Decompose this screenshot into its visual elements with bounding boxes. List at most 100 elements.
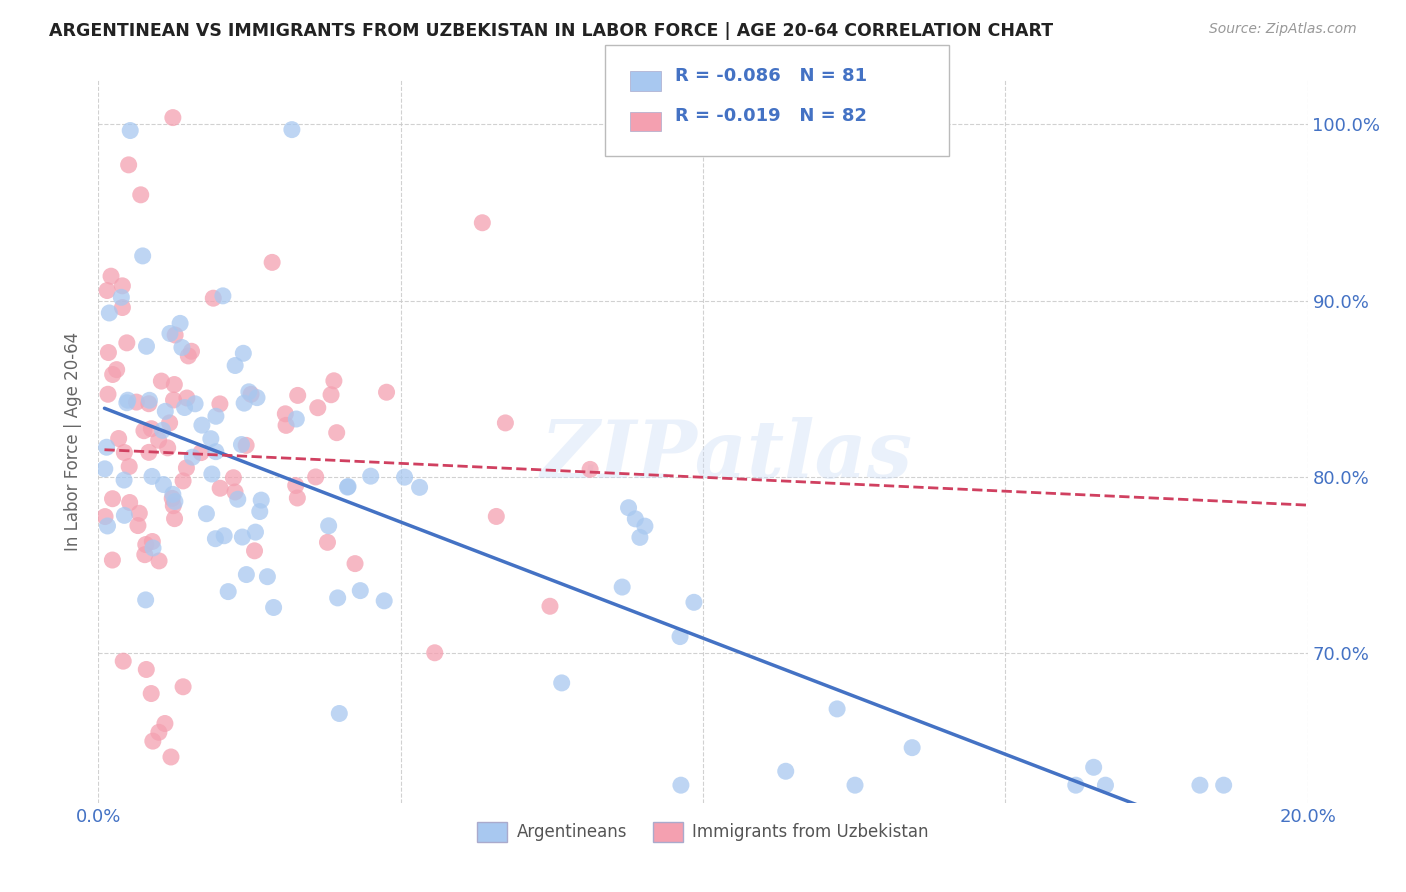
Point (683, 595, 706, 609)
Point (163, 511, 186, 525)
Point (173, 401, 195, 415)
Point (135, 339, 157, 353)
Point (375, 385, 398, 400)
Point (162, 487, 184, 501)
Point (246, 391, 269, 405)
Point (156, 441, 179, 455)
Point (150, 374, 173, 388)
Point (115, 396, 138, 410)
Point (131, 249, 153, 263)
Text: R = -0.019   N = 82: R = -0.019 N = 82 (675, 107, 868, 125)
Point (238, 384, 260, 399)
Point (262, 255, 284, 269)
Point (579, 462, 602, 476)
Point (101, 368, 124, 382)
Point (177, 349, 200, 363)
Point (96, 440, 118, 454)
Point (1188, 778, 1211, 792)
Point (141, 687, 163, 701)
Point (550, 676, 572, 690)
Point (181, 450, 204, 465)
Point (471, 216, 494, 230)
Point (212, 529, 235, 543)
Point (153, 716, 176, 731)
Point (191, 418, 214, 433)
Point (1094, 778, 1116, 792)
Point (94, 462, 117, 476)
Y-axis label: In Labor Force | Age 20-64: In Labor Force | Age 20-64 (65, 332, 83, 551)
Point (138, 445, 160, 459)
Point (494, 416, 516, 430)
Point (134, 548, 156, 562)
Point (669, 778, 692, 792)
Point (169, 317, 191, 331)
Point (232, 346, 254, 360)
Point (115, 335, 138, 350)
Point (224, 359, 246, 373)
Point (285, 491, 308, 505)
Point (344, 557, 367, 571)
Point (325, 425, 347, 440)
Point (322, 374, 344, 388)
Point (328, 706, 350, 721)
Point (538, 599, 561, 614)
Point (112, 473, 135, 487)
Point (111, 301, 134, 315)
Point (162, 111, 184, 125)
Point (263, 600, 285, 615)
Point (107, 432, 129, 446)
Point (901, 740, 924, 755)
Point (360, 469, 382, 483)
Point (97, 387, 120, 401)
Point (105, 362, 128, 376)
Point (118, 495, 141, 509)
Point (200, 432, 222, 446)
Point (235, 567, 257, 582)
Point (202, 291, 225, 305)
Text: ZIPatlas: ZIPatlas (541, 417, 914, 495)
Point (148, 725, 170, 739)
Point (127, 518, 149, 533)
Point (212, 289, 235, 303)
Point (129, 187, 152, 202)
Point (160, 491, 183, 506)
Point (96, 284, 118, 298)
Legend: Argentineans, Immigrants from Uzbekistan: Argentineans, Immigrants from Uzbekistan (471, 815, 935, 848)
Point (184, 397, 207, 411)
Point (337, 479, 360, 493)
Point (274, 418, 297, 433)
Point (120, 123, 142, 137)
Point (326, 591, 349, 605)
Point (226, 492, 249, 507)
Point (233, 396, 256, 410)
Point (163, 377, 186, 392)
Point (152, 477, 174, 491)
Point (100, 269, 122, 284)
Point (190, 445, 212, 459)
Point (148, 554, 170, 568)
Point (132, 424, 155, 438)
Point (669, 630, 692, 644)
Point (112, 445, 135, 459)
Point (138, 397, 160, 411)
Point (423, 646, 446, 660)
Point (319, 388, 342, 402)
Point (165, 328, 187, 343)
Point (256, 569, 278, 583)
Point (1083, 760, 1105, 774)
Point (336, 480, 359, 494)
Point (152, 423, 174, 437)
Point (160, 750, 183, 764)
Point (205, 444, 228, 458)
Point (204, 532, 226, 546)
Point (172, 474, 194, 488)
Point (94, 509, 117, 524)
Point (205, 409, 228, 424)
Point (117, 393, 139, 408)
Point (135, 663, 157, 677)
Point (844, 778, 866, 792)
Point (172, 680, 194, 694)
Point (141, 534, 163, 549)
Point (101, 491, 124, 506)
Text: R = -0.086   N = 81: R = -0.086 N = 81 (675, 67, 868, 85)
